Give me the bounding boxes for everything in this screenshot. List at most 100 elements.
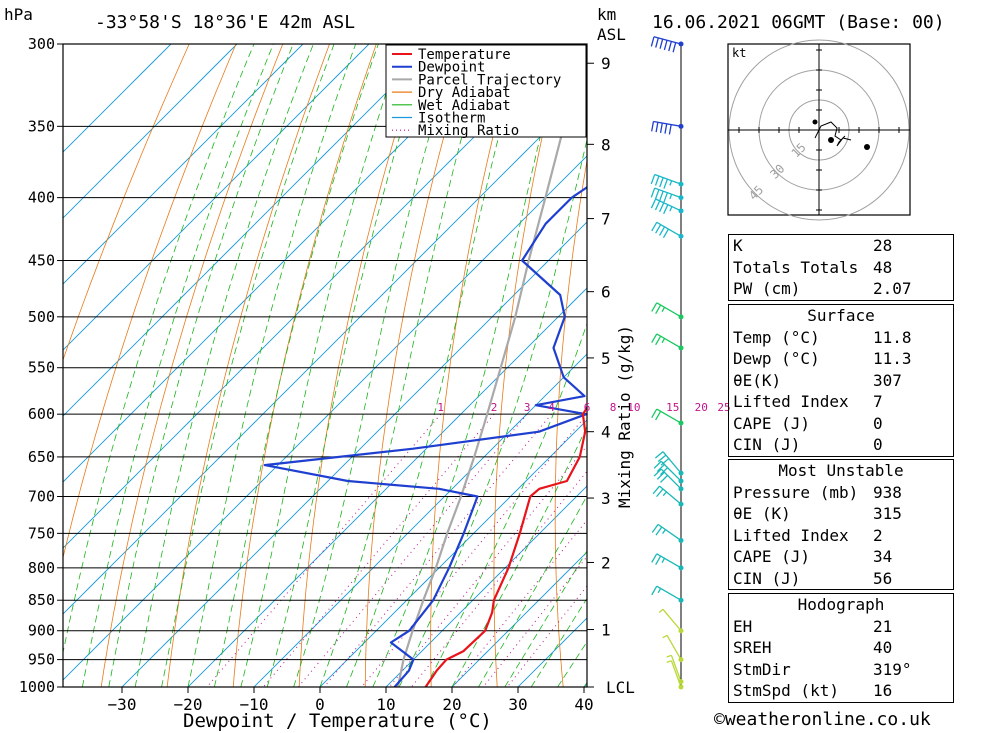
wind-barb bbox=[658, 608, 684, 634]
row-label: K bbox=[733, 236, 743, 255]
indices-panel: K 28 Totals Totals 48 PW (cm) 2.07 bbox=[728, 234, 954, 301]
wind-barb-staff bbox=[670, 655, 682, 682]
height-tick-label: 4 bbox=[601, 423, 611, 442]
mixing-ratio-axis-label: Mixing Ratio (g/kg) bbox=[615, 325, 634, 508]
row-label: θE (K) bbox=[733, 504, 791, 523]
row-label: θE(K) bbox=[733, 370, 782, 390]
wind-barb-flag bbox=[651, 333, 658, 343]
isotherm-line bbox=[451, 551, 587, 687]
wind-barb-flag bbox=[654, 451, 664, 459]
hodograph-unit: kt bbox=[732, 46, 746, 60]
wind-barb-flag bbox=[654, 189, 660, 200]
datetime-title: 16.06.2021 06GMT (Base: 00) bbox=[652, 12, 945, 33]
mixing-ratio-line bbox=[263, 413, 495, 687]
table-row: StmDir 319° bbox=[729, 659, 953, 681]
isobars bbox=[63, 43, 587, 688]
height-unit-km: km bbox=[597, 5, 616, 24]
legend-label: Temperature bbox=[418, 47, 511, 63]
mixing-ratio-label: 2 bbox=[491, 401, 498, 414]
row-value: 21 bbox=[873, 616, 893, 636]
dry-adiabat-line bbox=[232, 44, 377, 687]
wet-adiabat-line bbox=[82, 44, 274, 687]
wind-barb-flag bbox=[656, 463, 665, 472]
row-label: StmSpd (kt) bbox=[733, 681, 839, 700]
hodograph-end-point bbox=[864, 144, 870, 150]
wind-barb-staff bbox=[660, 468, 682, 490]
wind-barb-half-flag bbox=[662, 529, 666, 535]
wind-barb-flag bbox=[668, 41, 672, 52]
table-row: CAPE (J) 0 bbox=[729, 413, 953, 435]
hodograph-start-point bbox=[812, 119, 818, 125]
wind-barb-dot bbox=[678, 181, 684, 187]
wind-barb-flag bbox=[653, 468, 662, 477]
wind-barb-flag bbox=[651, 302, 658, 312]
row-value: 16 bbox=[873, 681, 893, 700]
wind-barb-half-flag bbox=[669, 180, 673, 186]
wind-barb-dot bbox=[678, 195, 684, 201]
temperature-tick-label: −20 bbox=[174, 695, 203, 714]
wind-barb-flag bbox=[654, 175, 660, 186]
height-tick-label: 3 bbox=[601, 489, 611, 508]
wind-barb-flag bbox=[659, 190, 664, 201]
wind-barb-flag bbox=[664, 123, 668, 134]
table-row: θE(K) 307 bbox=[729, 370, 953, 392]
pressure-tick-label: 700 bbox=[28, 488, 55, 506]
wind-barb-half-flag bbox=[666, 654, 672, 658]
row-label: Lifted Index bbox=[733, 392, 849, 411]
wind-barb-staff bbox=[670, 660, 682, 688]
wind-barb bbox=[651, 408, 684, 426]
wet-adiabat-line bbox=[504, 550, 587, 687]
wet-adiabat-line bbox=[240, 44, 403, 687]
row-value: 2.07 bbox=[873, 279, 912, 298]
wind-barb-dot bbox=[678, 123, 684, 129]
legend-label: Dry Adiabat bbox=[418, 85, 511, 101]
mixing-ratio-line bbox=[482, 555, 587, 687]
row-value: 34 bbox=[873, 547, 893, 566]
wind-barb-half-flag bbox=[662, 634, 668, 639]
table-row: PW (cm) 2.07 bbox=[729, 278, 953, 300]
temperature-tick-label: 0 bbox=[315, 695, 325, 714]
wind-barb-flag bbox=[651, 553, 658, 563]
isotherm-line bbox=[63, 44, 172, 153]
row-value: 7 bbox=[873, 392, 883, 411]
height-tick-label: 9 bbox=[601, 54, 611, 73]
mixing-ratio-labels: 1 2 3 4 6 8 10 15 20 25 bbox=[437, 401, 730, 414]
panel-title: Hodograph bbox=[797, 595, 885, 614]
wind-barb-half-flag bbox=[661, 558, 666, 563]
height-tick-label: 2 bbox=[601, 553, 611, 572]
wind-barb-flag bbox=[651, 523, 659, 533]
pressure-tick-label: 600 bbox=[28, 405, 55, 423]
pressure-tick-label: 300 bbox=[28, 35, 55, 53]
pressure-tick-label: 350 bbox=[28, 117, 55, 135]
table-row: EH 21 bbox=[729, 616, 953, 638]
mixing-ratio-label: 6 bbox=[584, 401, 591, 414]
wind-barb bbox=[651, 553, 684, 571]
mixing-ratio-line bbox=[206, 413, 442, 687]
wind-barb-flag bbox=[660, 474, 669, 483]
wind-barb-staff bbox=[654, 173, 682, 185]
table-row: CIN (J) 56 bbox=[729, 568, 953, 590]
panel-title: Most Unstable bbox=[778, 461, 904, 480]
table-row: CIN (J) 0 bbox=[729, 434, 953, 456]
row-label: Totals Totals bbox=[733, 257, 859, 277]
temperature-tick-label: −30 bbox=[108, 695, 137, 714]
mixing-ratio-label: 15 bbox=[666, 401, 679, 414]
height-tick-label: 1 bbox=[601, 621, 611, 640]
wind-barb-staff bbox=[656, 333, 682, 349]
temperature-tick-label: 20 bbox=[442, 695, 461, 714]
mixing-ratio-label: 3 bbox=[524, 401, 531, 414]
wet-adiabat-line bbox=[319, 44, 489, 687]
wind-barb bbox=[666, 660, 684, 690]
temperature-tick-label: 40 bbox=[574, 695, 593, 714]
table-row: CAPE (J) 34 bbox=[729, 546, 953, 568]
mixing-ratio-label: 10 bbox=[627, 401, 640, 414]
wind-barb bbox=[662, 634, 684, 663]
isotherm-line bbox=[63, 44, 436, 417]
row-label: Temp (°C) bbox=[733, 327, 820, 347]
wind-barb-flag bbox=[656, 488, 664, 498]
wind-barb-flag bbox=[655, 410, 662, 421]
wet-adiabat-line bbox=[187, 44, 357, 687]
wet-adiabat-line bbox=[530, 597, 587, 687]
table-row: StmSpd (kt) 16 bbox=[729, 680, 953, 702]
wind-barb-staff bbox=[656, 302, 682, 318]
